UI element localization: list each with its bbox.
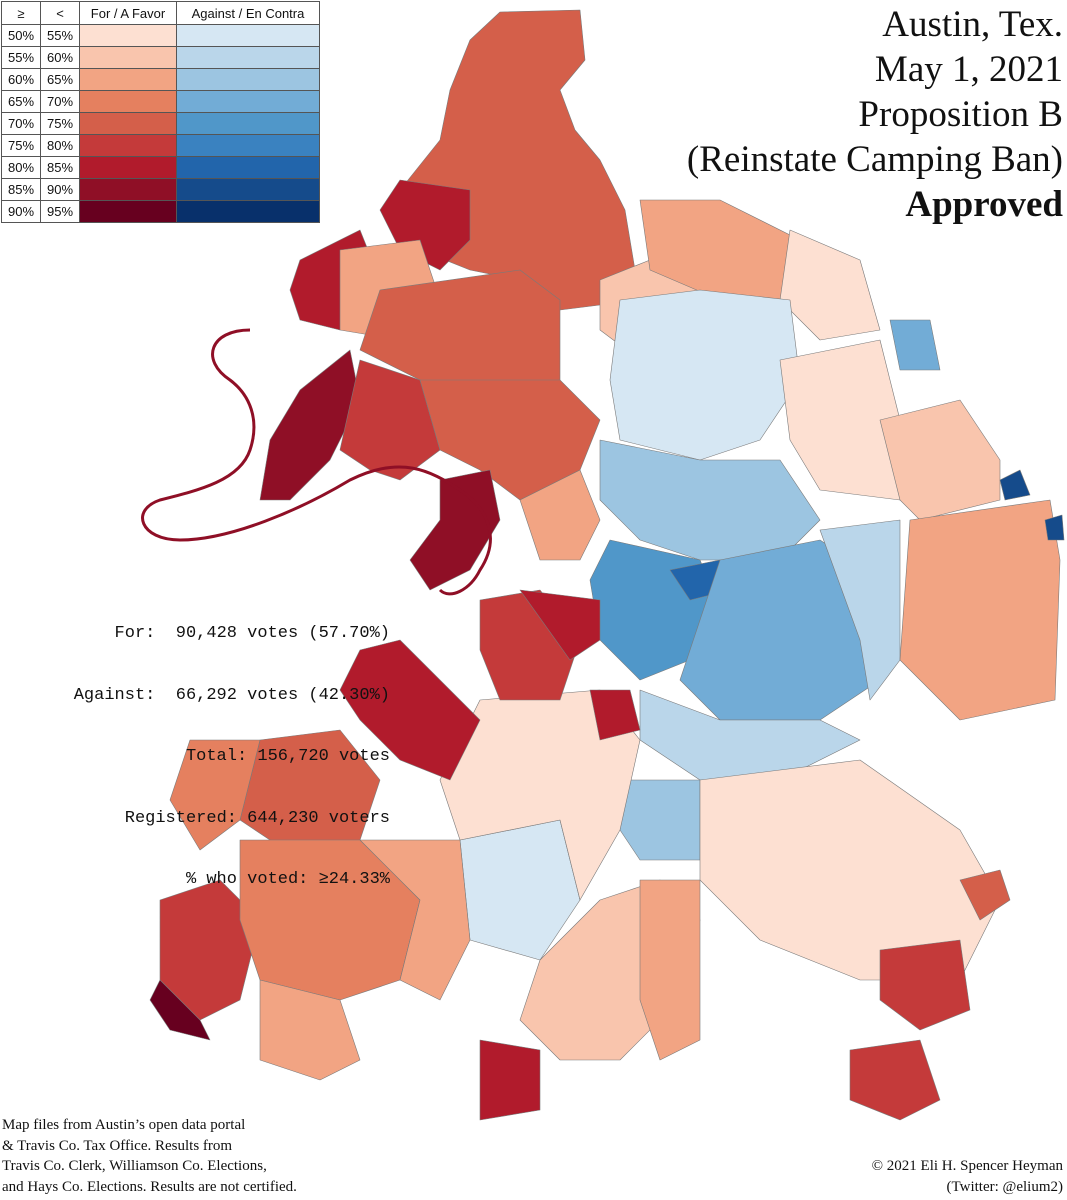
region-east-deep-blue [999,469,1031,501]
legend-max: 95% [40,200,80,223]
legend-min: 55% [1,46,41,69]
legend-header-max: < [40,1,80,25]
legend-row: 55% 60% [1,46,320,69]
region-north-blue-light [609,289,801,461]
legend-rows: 50% 55% 55% 60% 60% 65% 65% 70% 70% 75% 75% 80% 80% 8… [1,24,320,223]
region-central-orange [519,469,601,561]
legend-max: 85% [40,156,80,179]
legend-against-swatch [176,178,320,201]
region-lake-peninsula [409,469,501,591]
region-east-blue-light [819,519,901,701]
title-date: May 1, 2021 [874,49,1063,90]
legend-for-swatch [79,112,177,135]
legend-row: 75% 80% [1,134,320,157]
legend-header-for: For / A Favor [79,1,177,25]
title-block: Austin, Tex. May 1, 2021 Proposition B (… [687,2,1063,227]
legend-min: 85% [1,178,41,201]
stat-total: Total: 156,720 votes [185,747,390,766]
region-east-edge-red [959,869,1011,921]
legend-max: 75% [40,112,80,135]
legend-min: 90% [1,200,41,223]
region-far-east-orange [899,499,1061,721]
legend-for-swatch [79,200,177,223]
legend-row: 65% 70% [1,90,320,113]
legend-max: 80% [40,134,80,157]
legend-row: 85% 90% [1,178,320,201]
region-west-deep [259,349,361,501]
legend-max: 90% [40,178,80,201]
legend-for-swatch [79,134,177,157]
legend-header-min: ≥ [1,1,41,25]
region-far-south-red [479,1039,541,1121]
author-credits: © 2021 Eli H. Spencer Heyman (Twitter: @… [872,1156,1063,1198]
legend-min: 65% [1,90,41,113]
legend-against-swatch [176,134,320,157]
twitter-handle: (Twitter: @elium2) [946,1179,1063,1195]
legend-against-swatch [176,112,320,135]
region-northeast-light [779,229,881,341]
region-southwest-orange [169,739,261,851]
region-southwest-deep [149,979,211,1041]
legend-against-swatch [176,46,320,69]
copyright: © 2021 Eli H. Spencer Heyman [871,1158,1063,1174]
legend-against-swatch [176,156,320,179]
region-south-orange-2 [639,879,701,1061]
legend-row: 50% 55% [1,24,320,47]
legend-max: 55% [40,24,80,47]
region-south-mid-2 [359,839,471,1001]
legend-min: 80% [1,156,41,179]
legend-against-swatch [176,200,320,223]
stat-turnout: % who voted: ≥24.33% [185,870,390,889]
region-downtown-red [519,589,601,661]
legend-for-swatch [79,90,177,113]
river [141,328,492,596]
legend-max: 65% [40,68,80,91]
legend-for-swatch [79,24,177,47]
legend-min: 70% [1,112,41,135]
stat-registered: Registered: 644,230 voters [124,808,390,828]
legend-header-against: Against / En Contra [176,1,320,25]
source-credits: Map files from Austin’s open data portal… [2,1115,297,1197]
legend-max: 60% [40,46,80,69]
legend-row: 80% 85% [1,156,320,179]
region-south-center-red [589,689,641,741]
legend-for-swatch [79,68,177,91]
region-east-orange [879,399,1001,521]
region-lake-south-red [339,639,481,781]
legend-against-swatch [176,24,320,47]
stat-for: For: 90,428 votes (57.70%) [114,624,390,643]
title-city: Austin, Tex. [882,4,1063,45]
legend-min: 60% [1,68,41,91]
region-far-southeast-red-2 [879,939,971,1031]
region-southeast-blue [639,689,861,781]
legend-min: 75% [1,134,41,157]
legend-for-swatch [79,178,177,201]
region-far-southeast-red [849,1039,941,1121]
legend-for-swatch [79,156,177,179]
legend-max: 70% [40,90,80,113]
legend-against-swatch [176,90,320,113]
legend-row: 60% 65% [1,68,320,91]
source-line: Map files from Austin’s open data portal [2,1117,246,1133]
region-east-deep-blue-2 [1044,514,1065,541]
legend-for-swatch [79,46,177,69]
region-northeast-blue-small [889,319,941,371]
region-south-mid-3 [259,979,361,1081]
source-line: and Hays Co. Elections. Results are not … [2,1178,297,1195]
legend-against-swatch [176,68,320,91]
region-south-central-blue [619,779,701,861]
stat-against: Against: 66,292 votes (42.30%) [73,685,390,705]
title-description: (Reinstate Camping Ban) [686,139,1063,180]
legend-min: 50% [1,24,41,47]
vote-stats: For: 90,428 votes (57.70%) Against: 66,2… [18,583,390,911]
source-line: & Travis Co. Tax Office. Results from [2,1137,233,1154]
legend-row: 90% 95% [1,200,320,223]
region-central-blue [599,439,821,561]
title-measure: Proposition B [858,94,1063,135]
legend: ≥ < For / A Favor Against / En Contra 50… [1,1,320,223]
legend-row: 70% 75% [1,112,320,135]
title-result: Approved [905,184,1063,225]
source-line: Travis Co. Clerk, Williamson Co. Electio… [2,1158,267,1174]
